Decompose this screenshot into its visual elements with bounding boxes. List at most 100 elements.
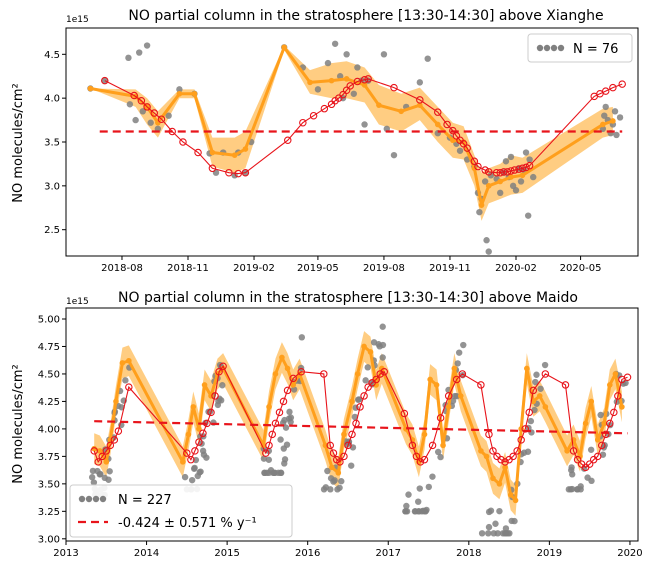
y-tick-label: 3.0 (44, 181, 60, 192)
observation-point (350, 90, 357, 97)
observation-point (476, 208, 483, 216)
model-point (360, 75, 369, 84)
observation-point (265, 456, 273, 463)
model-point (299, 118, 307, 127)
legend-box (527, 33, 633, 63)
model-point (137, 97, 146, 105)
model-point (234, 169, 242, 178)
mean-point (103, 459, 110, 465)
model-point (352, 419, 360, 428)
model-point (195, 438, 203, 446)
observation-point (541, 361, 549, 369)
model-point (207, 408, 215, 417)
observation-point (613, 131, 620, 139)
model-point (183, 449, 191, 457)
mean-point (417, 102, 423, 108)
observation-point (485, 530, 492, 537)
model-point (279, 397, 288, 406)
observation-point (507, 153, 515, 161)
observation-point (219, 382, 226, 389)
model-point (320, 104, 329, 113)
observation-point (336, 73, 344, 80)
observation-point (89, 467, 97, 475)
observation-point (188, 476, 196, 484)
model-point (610, 408, 618, 417)
observation-point (143, 42, 151, 49)
model-point (225, 168, 233, 177)
mean-point (619, 404, 625, 410)
y-tick-label: 3.75 (38, 452, 60, 463)
x-tick-label: 2018 (456, 548, 481, 559)
mean-point (434, 121, 441, 128)
y-tick-label: 3.5 (44, 138, 60, 149)
model-point (434, 108, 442, 116)
observation-point (327, 475, 335, 482)
model-point (125, 383, 133, 391)
model-point (573, 455, 582, 464)
mean-point (266, 404, 272, 410)
mean-point (600, 121, 606, 128)
plot-frame (65, 307, 639, 542)
observation-point (449, 397, 457, 405)
observation-point (456, 147, 464, 154)
observation-point (343, 51, 350, 58)
mean-point (242, 146, 249, 152)
model-point (326, 441, 334, 450)
observation-point (415, 508, 423, 515)
model-point (484, 168, 493, 176)
model-point (489, 447, 497, 455)
mean-point (201, 382, 208, 388)
y-tick-label: 4.5 (44, 50, 60, 61)
x-tick-label: 2019-02 (233, 263, 275, 274)
observation-point (602, 103, 609, 111)
model-point (346, 82, 354, 90)
mean-point (508, 174, 514, 180)
model-point (525, 408, 533, 417)
model-point (561, 381, 570, 389)
model-point (179, 138, 187, 146)
observation-point (324, 59, 332, 67)
x-tick-label: 2020-02 (495, 263, 537, 274)
mean-point (341, 431, 347, 438)
trend-line (94, 420, 628, 435)
model-point (336, 458, 344, 466)
model-point (601, 87, 610, 95)
mean-point (564, 448, 570, 454)
model-point (376, 370, 384, 378)
mean-point (542, 404, 549, 410)
mean-point (290, 382, 296, 388)
observation-point (281, 460, 288, 467)
model-point (289, 374, 297, 383)
mean-line (90, 45, 614, 207)
observation-point (531, 406, 538, 414)
mean-point (196, 426, 202, 432)
observation-point (588, 477, 595, 485)
observation-point (105, 476, 112, 483)
observation-point (437, 453, 444, 461)
observation-point (405, 491, 412, 498)
observation-point (481, 178, 489, 185)
observation-point (215, 397, 222, 405)
model-point (474, 162, 482, 171)
model-point (593, 452, 602, 461)
xianghe-plot-area: 2018-08 2018-11 2019-02 2019-05 2019-08 2019-… (44, 27, 639, 274)
model-point (507, 167, 515, 175)
model-point (353, 77, 362, 86)
model-point (541, 370, 550, 378)
observation-point (512, 187, 520, 194)
model-point (449, 126, 457, 135)
observation-point (425, 483, 433, 491)
mean-point (87, 85, 94, 92)
observation-point (416, 79, 424, 86)
observation-point (499, 530, 507, 537)
model-point (340, 452, 348, 461)
model-point (459, 140, 468, 148)
observation-point (403, 502, 410, 510)
model-point (101, 76, 109, 85)
mean-point (610, 118, 616, 124)
model-point (497, 455, 505, 464)
observation-point (338, 478, 345, 485)
observation-point (101, 77, 108, 84)
observation-point (348, 462, 355, 469)
observation-point (354, 64, 361, 71)
